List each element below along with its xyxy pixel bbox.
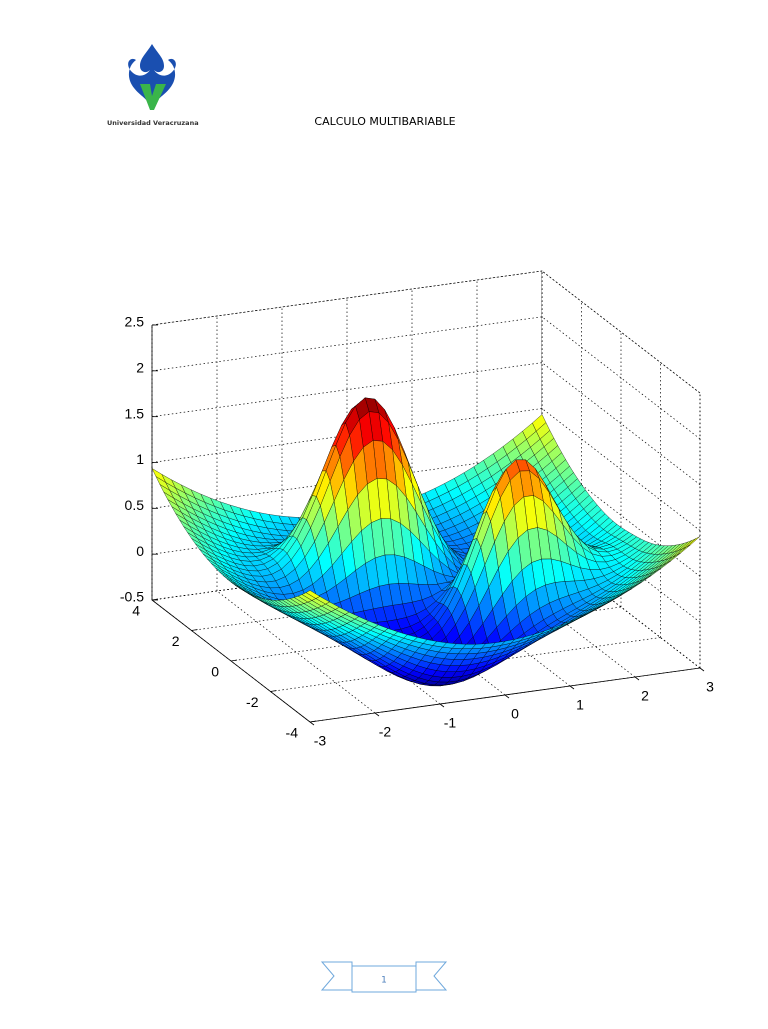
surface-patch [305, 590, 321, 599]
logo: Universidad Veracruzana [107, 44, 199, 127]
ribbon-center [351, 965, 417, 993]
y-tick [309, 720, 317, 723]
grid-line [541, 545, 701, 669]
x-tick-label: -3 [314, 733, 327, 749]
z-tick-label: 2 [136, 360, 144, 376]
y-tick-label: -2 [246, 694, 259, 710]
x-tick-label: -1 [444, 715, 457, 731]
grid-line [476, 554, 636, 678]
z-tick-label: 1.5 [125, 405, 145, 421]
grid-line [151, 362, 543, 418]
x-tick-label: -2 [379, 724, 392, 740]
x-tick-label: 3 [706, 679, 714, 695]
surface-plot: -3 -2 -1 0 1 2 3 -4 -2 0 2 4-0.5 0 0.5 1 1.5 2 2.5 [120, 270, 714, 749]
surface [151, 397, 701, 687]
z-tick-label: 1 [136, 451, 144, 467]
logo-emblem [128, 44, 176, 110]
grid-line [411, 563, 571, 687]
page-number: 1 [381, 976, 387, 986]
y-tick [230, 659, 238, 662]
page-footer: 1 [320, 961, 448, 993]
y-tick-label: 4 [132, 603, 140, 619]
x-tick [439, 703, 445, 708]
y-tick [191, 629, 198, 631]
z-tick-label: 0.5 [125, 497, 145, 513]
y-tick-label: 0 [211, 664, 219, 680]
z-tick-label: 0 [136, 543, 144, 559]
grid-line [541, 408, 701, 531]
y-tick-label: 2 [172, 633, 180, 649]
grid-line [151, 316, 543, 372]
grid-line [216, 590, 376, 714]
z-tick-label: -0.5 [120, 589, 144, 605]
grid-line [151, 270, 543, 326]
x-tick [374, 712, 380, 717]
x-tick-label: 0 [511, 706, 519, 722]
logo-v [140, 84, 166, 110]
x-tick [309, 721, 315, 726]
x-tick [634, 676, 640, 681]
y-tick [270, 690, 277, 692]
x-tick-label: 2 [641, 688, 649, 704]
logo-text: Universidad Veracruzana [107, 119, 199, 127]
y-tick-label: -4 [286, 725, 299, 741]
grid-line [541, 270, 701, 394]
ribbon-right [415, 961, 448, 991]
x-tick-label: 1 [576, 697, 584, 713]
z-tick-label: 2.5 [125, 314, 145, 330]
x-tick [699, 667, 705, 672]
x-tick [504, 694, 510, 699]
x-tick [569, 685, 575, 690]
grid-line [541, 362, 701, 485]
grid-line [281, 581, 441, 705]
grid-line [541, 499, 701, 623]
ribbon-left [320, 961, 353, 991]
header-title: CALCULO MULTIBARIABLE [314, 115, 455, 128]
grid-line [541, 316, 701, 440]
grid-line [346, 572, 506, 696]
